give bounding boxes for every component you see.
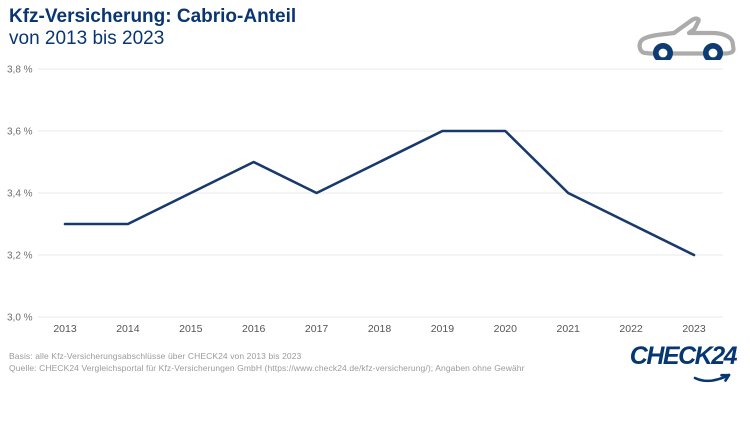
check24-logo: CHECK24 (629, 342, 738, 383)
x-axis-tick-label: 2017 (305, 323, 329, 335)
cabrio-icon (637, 16, 736, 60)
y-axis-tick-label: 3,8 % (7, 65, 33, 76)
check24-logo-text: CHECK24 (629, 342, 738, 370)
x-axis-tick-label: 2016 (242, 323, 266, 335)
series-line (63, 129, 696, 257)
front-wheel-icon (653, 43, 673, 60)
x-axis-tick-label: 2021 (557, 323, 581, 335)
y-axis-tick-label: 3,2 % (7, 251, 33, 262)
x-axis-tick-label: 2023 (682, 323, 706, 335)
y-axis-tick-label: 3,0 % (7, 313, 33, 324)
x-axis-tick-label: 2020 (494, 323, 518, 335)
x-axis-tick-label: 2019 (431, 323, 455, 335)
footnote-quelle: Quelle: CHECK24 Vergleichsportal für Kfz… (9, 363, 525, 373)
rear-wheel-icon (703, 43, 723, 60)
footnote-basis: Basis: alle Kfz-Versicherungsabschlüsse … (9, 351, 302, 361)
y-axis-tick-label: 3,4 % (7, 189, 33, 200)
x-axis-tick-label: 2014 (116, 323, 140, 335)
x-axis-tick-label: 2015 (179, 323, 203, 335)
x-axis-tick-label: 2018 (368, 323, 392, 335)
page-title: Kfz-Versicherung: Cabrio-Anteil (9, 6, 297, 27)
x-axis-tick-label: 2013 (53, 323, 77, 335)
x-axis-tick-label: 2022 (619, 323, 643, 335)
page-subtitle: von 2013 bis 2023 (9, 28, 165, 49)
y-axis-tick-label: 3,6 % (7, 127, 33, 138)
logo-swoosh-icon (693, 373, 731, 383)
